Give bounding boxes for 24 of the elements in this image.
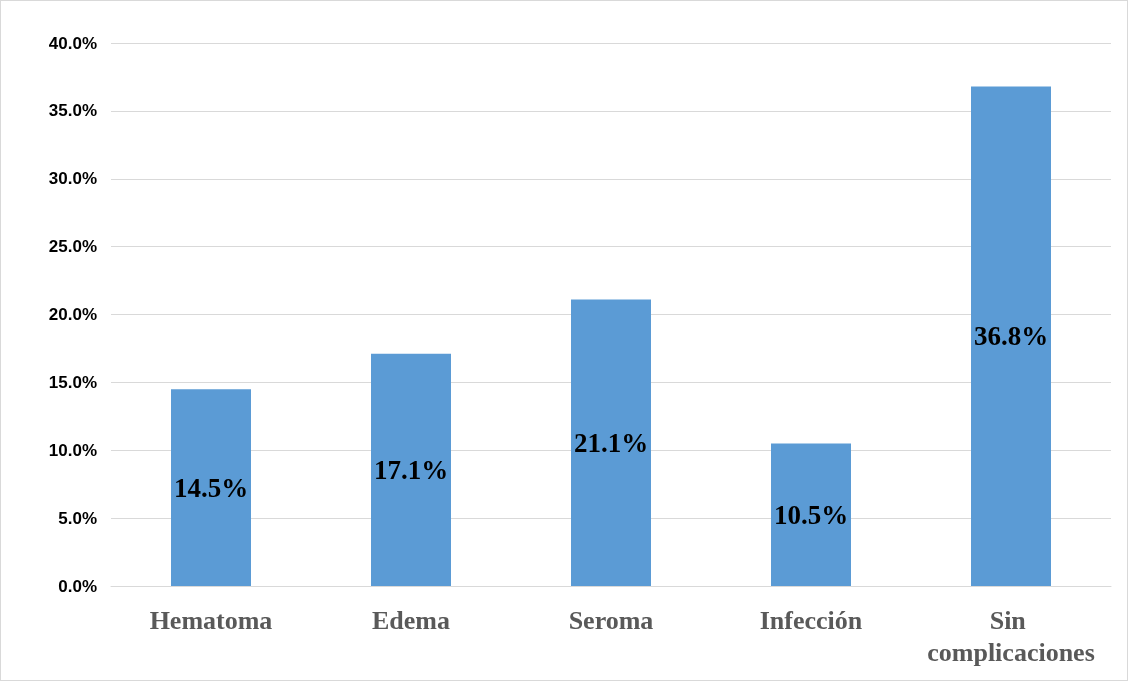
y-tick-label: 5.0%: [58, 508, 97, 528]
y-tick-label: 15.0%: [48, 372, 97, 392]
data-label: 17.1%: [373, 454, 449, 485]
data-label: 36.8%: [973, 321, 1049, 352]
x-tick-label: Seroma: [568, 605, 654, 635]
bar: [971, 86, 1051, 586]
y-tick-label: 30.0%: [48, 169, 97, 189]
bar: [371, 353, 451, 586]
bar: [171, 389, 251, 586]
y-tick-label: 25.0%: [48, 237, 97, 257]
x-tick-label: Edema: [372, 605, 450, 635]
bar: [571, 299, 651, 586]
y-tick-label: 40.0%: [48, 33, 97, 53]
data-label: 14.5%: [173, 472, 249, 503]
x-tick-label: Sin complicaciones: [927, 605, 1095, 667]
y-tick-label: 35.0%: [48, 101, 97, 121]
bar: [771, 443, 851, 586]
x-tick-label: Infección: [759, 605, 863, 635]
data-label: 10.5%: [773, 499, 849, 530]
x-tick-label: Hematoma: [149, 605, 273, 635]
y-tick-label: 10.0%: [48, 440, 97, 460]
y-tick-label: 0.0%: [58, 576, 97, 596]
y-tick-label: 20.0%: [48, 305, 97, 324]
data-label: 21.1%: [573, 427, 649, 458]
